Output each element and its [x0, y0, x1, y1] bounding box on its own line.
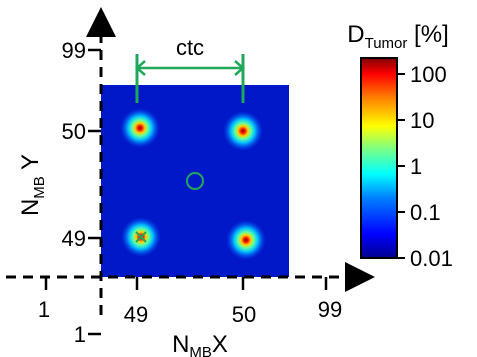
dose-spot — [223, 111, 263, 151]
colorbar-tick-label: 0.1 — [410, 200, 441, 225]
colorbar-tick-label: 10 — [410, 108, 434, 133]
y-tick-label: 50 — [62, 119, 86, 144]
x-axis-title: NMBX — [172, 331, 228, 357]
colorbar-tick-label: 100 — [410, 62, 447, 87]
ctc-arrow-left — [135, 60, 146, 76]
colorbar-title: DTumor [%] — [347, 21, 448, 52]
center-marker — [186, 172, 204, 190]
dose-spot — [120, 108, 160, 148]
y-tick-label: 99 — [62, 38, 86, 63]
x-tick-label: 49 — [124, 302, 148, 327]
ctc-arrow-right — [234, 60, 245, 76]
colorbar-tick-label: 1 — [410, 154, 422, 179]
ctc-label: ctc — [176, 35, 204, 60]
colorbar-tick-label: 0.01 — [410, 246, 453, 271]
dose-spot — [226, 220, 266, 260]
y-tick-label: 49 — [62, 226, 86, 251]
x-tick-label: 99 — [318, 297, 342, 322]
y-axis-title: NMB Y — [17, 154, 48, 216]
colorbar — [360, 57, 398, 259]
x-tick-label: 1 — [38, 297, 50, 322]
cross-marker — [135, 231, 147, 243]
x-tick-label: 50 — [232, 302, 256, 327]
y-tick-label: 1 — [74, 322, 86, 347]
